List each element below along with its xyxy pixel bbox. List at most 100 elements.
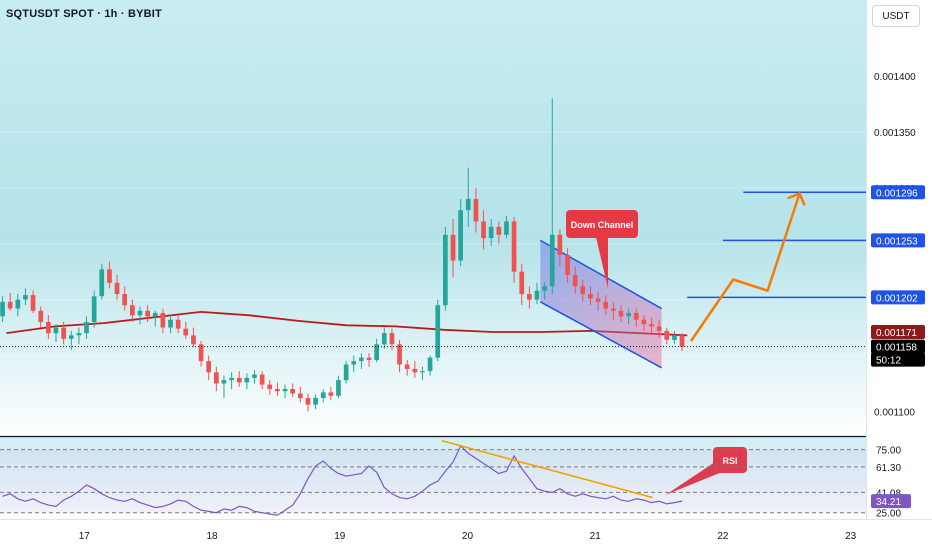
candle [282, 384, 288, 398]
candle-body [298, 393, 303, 398]
channel-lower-line [539, 301, 662, 369]
ma-line [6, 310, 688, 337]
candle-body [603, 301, 609, 309]
moving-average [6, 310, 688, 337]
candle-body [626, 313, 631, 317]
candle [30, 290, 36, 314]
price-label: 0.001296 [871, 185, 925, 200]
candle [61, 321, 66, 345]
currency-button[interactable]: USDT [872, 5, 920, 27]
candle [152, 310, 158, 327]
rsi-indicator [0, 440, 866, 516]
channel-fill [540, 240, 662, 368]
candle [603, 295, 609, 316]
candle [183, 321, 189, 339]
price-axis[interactable] [866, 0, 932, 519]
candle [298, 386, 303, 403]
candle [244, 373, 250, 390]
candle [679, 333, 685, 352]
candle [481, 210, 486, 250]
candle [633, 308, 639, 327]
candle-body [595, 298, 601, 302]
candle [565, 248, 570, 283]
callouts: Down Channel RSI [566, 210, 747, 496]
candle-body [7, 301, 13, 309]
candle-body [259, 374, 265, 385]
candle [450, 219, 456, 278]
price-label-box [871, 325, 925, 340]
candle-body [168, 319, 173, 328]
candle [160, 308, 166, 334]
candle-body [588, 294, 593, 299]
candle [435, 299, 441, 362]
candle [259, 371, 265, 390]
candle-body [351, 361, 357, 365]
time-axis[interactable] [0, 519, 932, 550]
candle-body [641, 319, 647, 325]
candle [534, 282, 540, 305]
candle [336, 375, 341, 398]
candle-body [618, 310, 624, 317]
down-channel-label: Down Channel [571, 220, 634, 230]
candle-body [450, 234, 456, 261]
time-tick-label: 23 [845, 531, 857, 542]
candle-body [679, 335, 685, 347]
candle-body [214, 372, 219, 384]
candle-body [458, 210, 463, 261]
candle [38, 306, 44, 328]
candle-body [420, 371, 425, 373]
projection-arrowhead [787, 192, 806, 206]
candle [320, 389, 326, 403]
rsi-current-box [871, 494, 911, 509]
price-label: 0.001171 [871, 325, 925, 340]
candle-body [557, 234, 563, 255]
candle [611, 301, 616, 320]
candle [0, 296, 5, 322]
rsi-band [0, 449, 866, 513]
candle [595, 291, 601, 311]
candle-body [290, 389, 295, 394]
candle [206, 355, 211, 381]
candle [366, 353, 372, 367]
grid [0, 131, 866, 438]
candle-body [137, 310, 143, 316]
candle-body [542, 286, 547, 291]
candles [0, 98, 685, 412]
candle-body [649, 324, 654, 327]
price-label-box [871, 185, 925, 200]
candle [145, 305, 150, 322]
candle [580, 279, 586, 302]
candle-body [267, 384, 273, 390]
candle-body [443, 234, 448, 306]
candle [236, 371, 242, 387]
candle-body [130, 305, 135, 316]
candle-body [84, 322, 89, 334]
candle [114, 275, 120, 300]
price-label-text: 0.001171 [876, 328, 917, 339]
candle [351, 355, 357, 373]
candle-body [374, 344, 379, 360]
rsi-tick-label: 41.08 [876, 488, 901, 499]
candle [130, 299, 135, 322]
candle [53, 324, 59, 343]
candle-body [481, 221, 486, 239]
candle-body [282, 389, 288, 392]
candle [542, 281, 547, 300]
candle-body [343, 364, 349, 381]
price-label: 0.001202 [871, 290, 925, 305]
candle-body [38, 310, 44, 322]
candle-body [206, 361, 211, 373]
candle-body [175, 319, 181, 329]
candle-body [275, 389, 280, 392]
candle [267, 380, 273, 395]
candle-body [527, 294, 532, 300]
candle-body [313, 398, 318, 405]
down-channel [539, 239, 663, 369]
price-label-text: 50:12 [876, 356, 901, 367]
rsi-current-label: 34.21 [871, 494, 911, 509]
price-pane[interactable] [0, 0, 866, 436]
candle-body [221, 380, 227, 384]
candle-body [389, 333, 395, 345]
candle-body [473, 199, 479, 222]
